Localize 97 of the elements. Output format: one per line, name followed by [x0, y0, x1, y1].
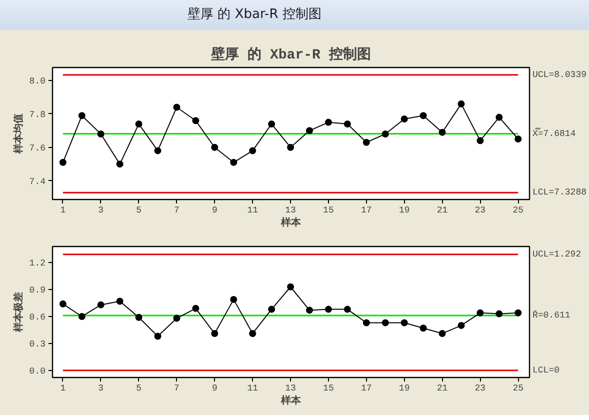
point — [362, 319, 370, 326]
point — [438, 330, 446, 338]
y-tick-label: 0.0 — [29, 366, 46, 376]
ref-line-label: LCL=7.3288 — [532, 188, 587, 198]
y-tick-label: 0.9 — [29, 286, 46, 296]
point — [514, 309, 522, 316]
point — [458, 322, 465, 329]
point — [306, 306, 313, 314]
y-tick-label: 1.2 — [29, 258, 46, 269]
y-axis-title: 样本均值 — [12, 114, 24, 154]
point — [324, 118, 332, 126]
point — [78, 112, 86, 120]
x-tick-label: 7 — [174, 206, 180, 216]
point — [344, 120, 351, 128]
x-tick-label: 19 — [398, 384, 410, 394]
point — [458, 100, 465, 108]
point — [59, 300, 66, 308]
x-axis-title: 样本 — [280, 394, 302, 406]
x-tick-label: 19 — [398, 206, 410, 216]
y-tick-label: 0.3 — [29, 339, 46, 350]
point — [154, 147, 162, 154]
point — [400, 115, 408, 122]
point — [78, 312, 86, 320]
x-tick-label: 5 — [136, 206, 142, 216]
point — [211, 144, 218, 151]
x-tick-label: 9 — [212, 384, 218, 394]
point — [420, 112, 427, 120]
x-tick-label: 17 — [360, 206, 372, 216]
point — [192, 304, 200, 312]
point — [287, 144, 294, 151]
point — [135, 120, 142, 128]
x-tick-label: 25 — [512, 384, 524, 394]
text: 壁厚 的 Xbar-R 控制图 — [188, 6, 322, 24]
point — [230, 296, 238, 303]
point — [97, 130, 104, 138]
point — [249, 330, 256, 338]
ref-line-label: R̄=0.611 — [532, 310, 570, 320]
point — [173, 104, 180, 111]
x-tick-label: 15 — [323, 384, 334, 394]
x-tick-label: 3 — [98, 384, 104, 394]
x-tick-label: 17 — [360, 384, 372, 394]
point — [476, 137, 484, 144]
y-axis-title: 样本极差 — [12, 292, 24, 333]
ref-line-label: X̿=7.6814 — [532, 126, 576, 139]
point — [306, 127, 313, 134]
point — [382, 319, 389, 326]
x-tick-label: 23 — [474, 206, 486, 216]
x-tick-label: 3 — [98, 206, 104, 216]
point — [362, 138, 370, 146]
y-tick-label: 7.6 — [29, 143, 46, 154]
x-tick-label: 1 — [60, 384, 66, 394]
point — [192, 117, 200, 124]
point — [514, 136, 522, 143]
x-tick-label: 23 — [474, 384, 486, 394]
ref-line-label: UCL=8.0339 — [532, 70, 587, 80]
point — [249, 147, 256, 154]
x-tick-label: 11 — [247, 206, 258, 216]
y-tick-label: 7.8 — [29, 110, 46, 120]
x-tick-label: 25 — [512, 206, 524, 216]
point — [287, 283, 294, 290]
point — [154, 332, 162, 340]
point — [344, 306, 351, 313]
x-tick-label: 1 — [60, 206, 66, 216]
x-tick-label: 11 — [247, 384, 258, 394]
y-tick-label: 7.4 — [29, 176, 46, 187]
x-tick-label: 5 — [136, 384, 142, 394]
x-tick-label: 7 — [174, 384, 180, 394]
x-tick-label: 15 — [323, 206, 334, 216]
point — [438, 128, 446, 136]
point — [324, 306, 332, 313]
y-tick-label: 8.0 — [29, 76, 46, 87]
point — [173, 314, 180, 322]
y-tick-label: 0.6 — [29, 312, 46, 322]
point — [97, 301, 104, 308]
point — [268, 120, 276, 128]
point — [400, 319, 408, 326]
point — [496, 310, 503, 318]
x-tick-label: 21 — [436, 384, 448, 394]
ref-line-label: UCL=1.292 — [532, 249, 582, 260]
x-tick-label: 13 — [285, 206, 296, 216]
point — [116, 298, 124, 305]
point — [211, 330, 218, 338]
x-tick-label: 9 — [212, 206, 218, 216]
x-axis-title: 样本 — [280, 216, 302, 228]
point — [496, 114, 503, 121]
point — [382, 130, 389, 138]
point — [135, 314, 142, 321]
ref-line-label: LCL=0 — [532, 365, 560, 376]
point — [268, 306, 276, 313]
point — [116, 160, 124, 168]
x-tick-label: 13 — [285, 384, 296, 394]
x-tick-label: 21 — [436, 206, 448, 216]
point — [476, 309, 484, 316]
point — [230, 158, 238, 166]
chart-title: 壁厚 的 Xbar-R 控制图 — [210, 46, 371, 64]
point — [420, 324, 427, 332]
point — [59, 158, 66, 166]
